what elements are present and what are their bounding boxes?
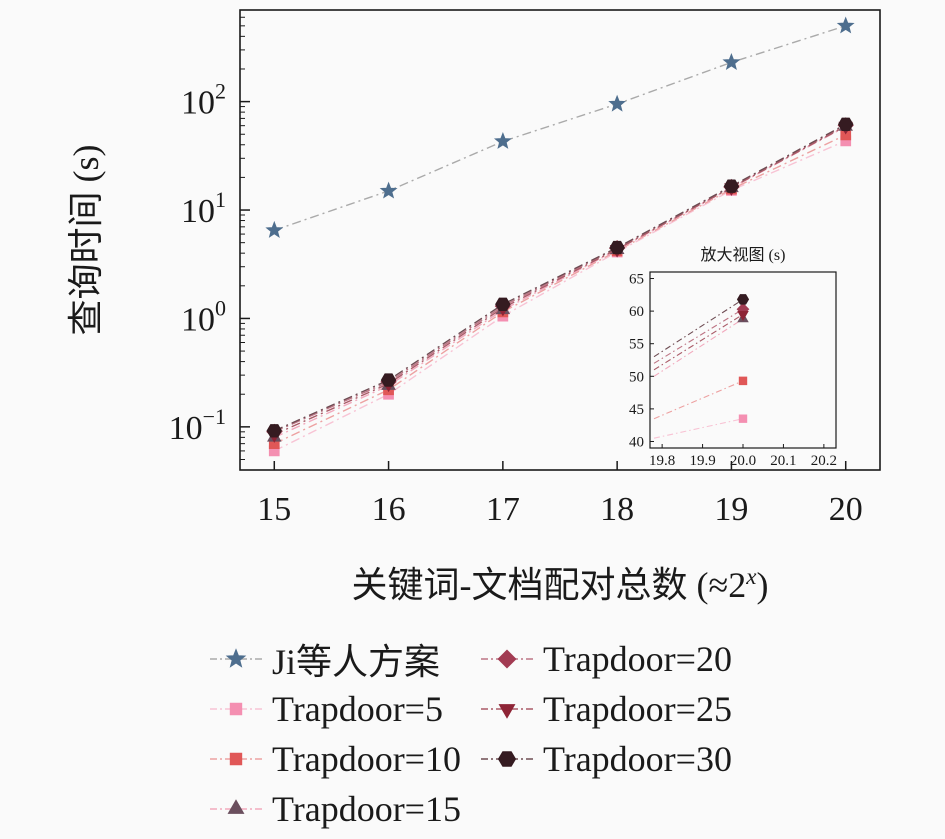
legend-item-1: Trapdoor=5 — [208, 684, 461, 734]
series-marker-square — [229, 752, 243, 766]
legend-item-3: Trapdoor=15 — [208, 784, 461, 834]
inset-x-tick-label: 20.2 — [811, 453, 837, 469]
legend-star-icon — [210, 648, 262, 668]
y-tick-label: 100 — [181, 295, 226, 338]
x-tick-label: 15 — [257, 491, 291, 528]
series-marker-star — [265, 220, 284, 238]
legend-item-label: Trapdoor=25 — [542, 689, 732, 729]
legend-item-label: Trapdoor=5 — [272, 689, 443, 729]
y-tick-label: 10−1 — [169, 404, 226, 447]
series-marker-hexagon — [380, 373, 397, 387]
series-marker-square — [738, 414, 748, 423]
x-tick-label: 19 — [714, 491, 748, 528]
x-axis-title-exponent: x — [746, 564, 757, 589]
x-tick-label: 17 — [486, 491, 520, 528]
inset-y-tick-label: 55 — [629, 337, 644, 353]
legend-item-4: Trapdoor=20 — [479, 634, 732, 684]
legend-item-2: Trapdoor=10 — [208, 734, 461, 784]
series-marker-hexagon — [838, 117, 854, 131]
legend-square-icon — [210, 752, 262, 766]
series-marker-star — [225, 648, 247, 668]
series-marker-square — [229, 702, 243, 716]
series-marker-star — [608, 94, 627, 112]
inset-y-tick-label: 50 — [629, 369, 644, 385]
legend-hexagon-icon — [480, 751, 533, 767]
series-marker-triangle-down — [737, 311, 749, 322]
inset-x-tick-label: 19.9 — [689, 453, 715, 469]
series-marker-hexagon — [495, 297, 511, 311]
series-marker-star — [493, 132, 512, 149]
series-marker-triangle-down — [498, 704, 516, 719]
y-axis-title: 查询时间 (s) — [66, 145, 106, 336]
x-axis-title: 关键词-文档配对总数 (≈2x) — [240, 556, 880, 608]
x-tick-label: 16 — [372, 491, 406, 528]
legend-item-label: Trapdoor=30 — [542, 739, 732, 779]
legend-item-5: Trapdoor=25 — [479, 684, 732, 734]
x-axis-title-close: ) — [756, 565, 769, 605]
series-marker-hexagon — [609, 240, 625, 255]
inset-title: 放大视图 (s) — [701, 246, 786, 264]
legend-item-label: Trapdoor=20 — [542, 639, 732, 679]
legend-item-label: Trapdoor=10 — [272, 739, 461, 779]
x-tick-label: 18 — [600, 491, 634, 528]
chart-canvas: 查询时间 (s) 15 16 17 18 19 20 10−1 100 101 102 放大视图 (… — [66, 9, 881, 528]
inset-y-tick-label: 65 — [629, 272, 644, 288]
y-tick-label: 102 — [181, 79, 226, 122]
legend: Ji等人方案 Trapdoor=5 Trapdoor=10 Trapdoor=15 Tr… — [208, 634, 732, 834]
legend-triangle-down-icon — [480, 704, 533, 719]
series-marker-triangle-up — [227, 799, 245, 814]
legend-diamond-icon — [480, 649, 533, 669]
series-marker-star — [722, 53, 741, 71]
legend-item-label: Trapdoor=15 — [272, 789, 461, 829]
x-tick-label: 20 — [829, 491, 863, 528]
inset-y-tick-label: 40 — [629, 434, 644, 450]
y-tick-label: 101 — [181, 187, 226, 230]
series-marker-star — [379, 181, 398, 199]
series-marker-square — [738, 376, 748, 386]
inset-x-tick-label: 20.1 — [770, 453, 796, 469]
inset-y-tick-label: 45 — [629, 402, 644, 418]
series-marker-hexagon — [497, 751, 517, 767]
legend-item-6: Trapdoor=30 — [479, 734, 732, 784]
series-marker-diamond — [497, 649, 517, 669]
legend-item-label: Ji等人方案 — [272, 642, 441, 682]
inset-x-tick-label: 19.8 — [649, 453, 675, 469]
series-marker-star — [836, 16, 855, 34]
legend-triangle-up-icon — [210, 799, 262, 814]
inset-x-tick-label: 20.0 — [730, 453, 756, 469]
legend-square-icon — [210, 702, 262, 716]
x-axis-title-text: 关键词-文档配对总数 (≈2 — [351, 565, 747, 605]
inset-y-tick-label: 60 — [629, 304, 644, 320]
series-marker-hexagon — [266, 424, 282, 438]
series-marker-hexagon — [736, 294, 750, 305]
legend-item-0: Ji等人方案 — [208, 634, 461, 684]
series-marker-hexagon — [723, 179, 740, 193]
